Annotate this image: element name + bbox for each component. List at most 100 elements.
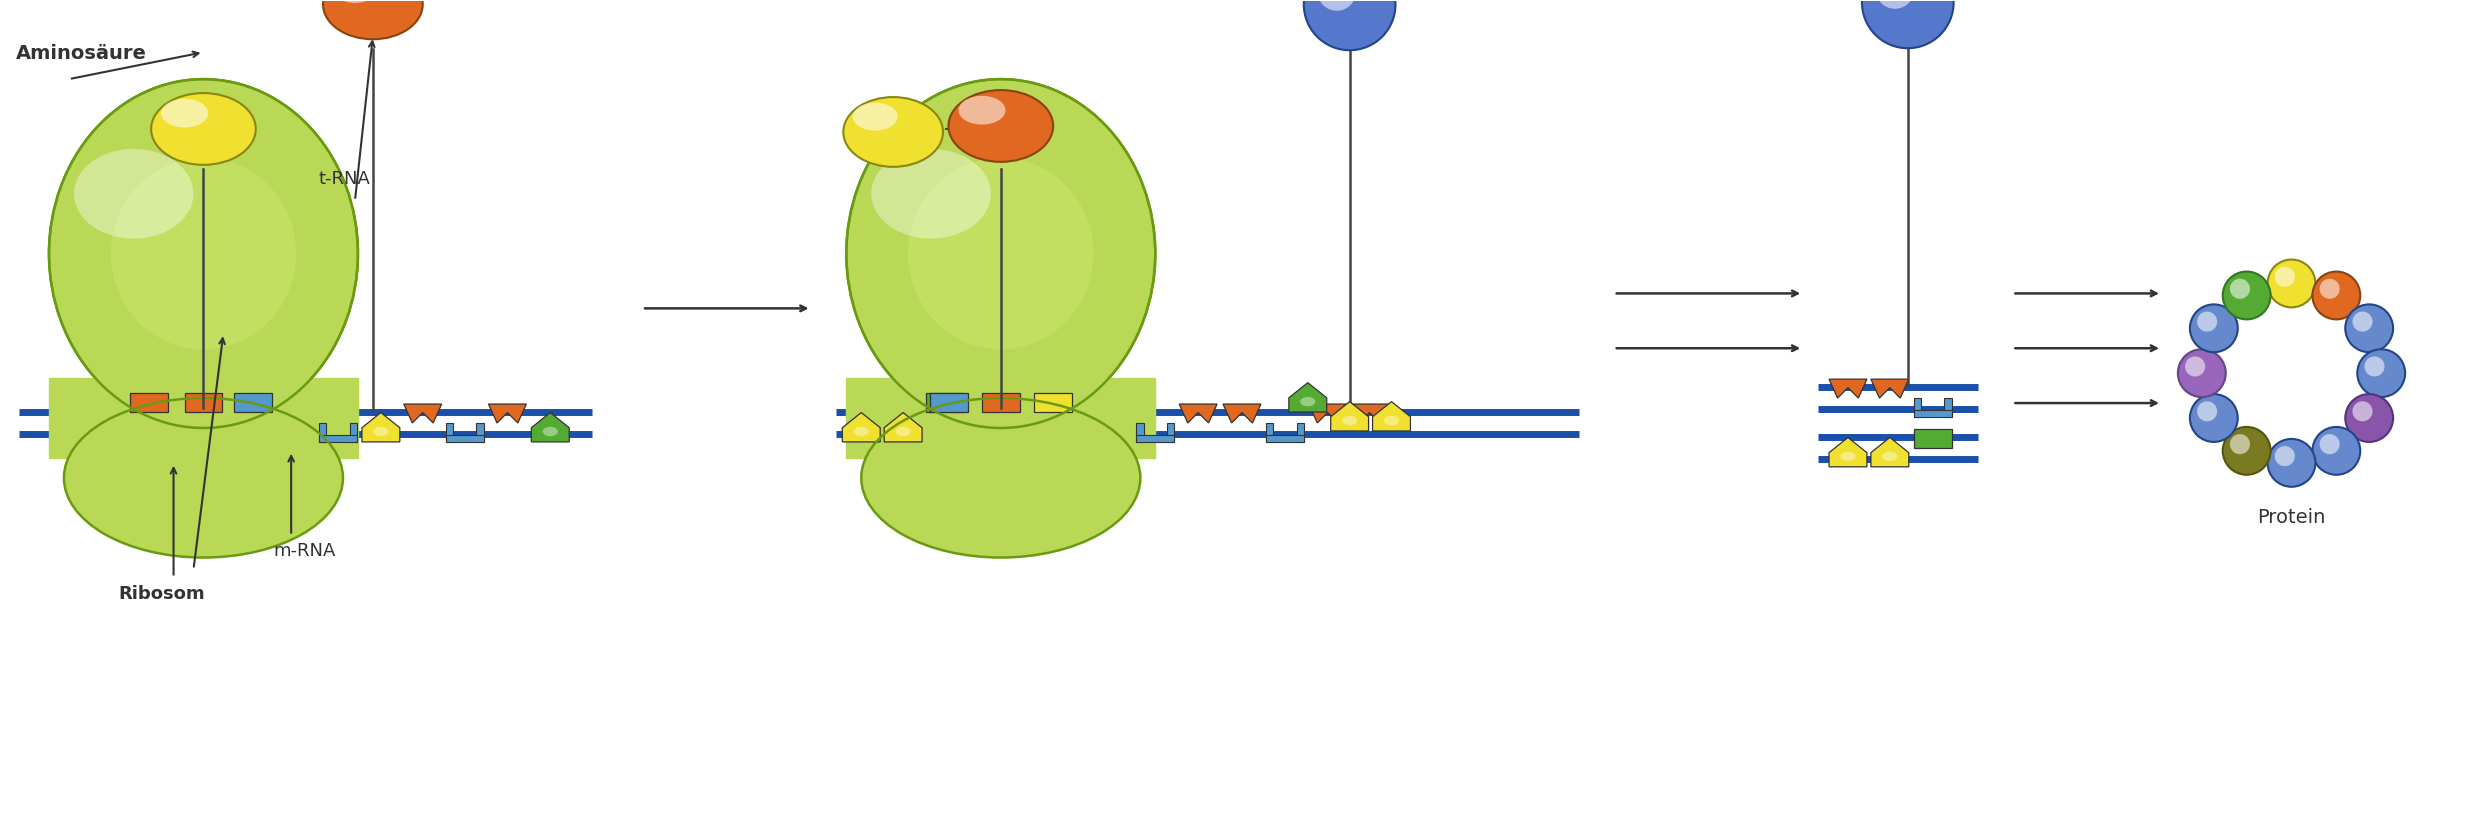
- Ellipse shape: [161, 99, 209, 127]
- Circle shape: [2190, 394, 2237, 442]
- Ellipse shape: [1840, 452, 1855, 461]
- Ellipse shape: [896, 427, 911, 437]
- Polygon shape: [1179, 404, 1217, 423]
- Circle shape: [2274, 266, 2294, 287]
- Bar: [1137, 423, 1145, 442]
- Circle shape: [2230, 279, 2250, 299]
- Text: t-RNA: t-RNA: [318, 170, 370, 188]
- Bar: [184, 393, 223, 412]
- Ellipse shape: [50, 79, 358, 428]
- Circle shape: [2351, 401, 2374, 422]
- Ellipse shape: [65, 398, 343, 557]
- Bar: [233, 393, 273, 412]
- Ellipse shape: [909, 158, 1093, 349]
- Bar: [444, 435, 484, 442]
- Bar: [926, 393, 963, 412]
- Ellipse shape: [872, 149, 991, 239]
- Ellipse shape: [852, 102, 899, 131]
- Bar: [1914, 429, 1952, 447]
- Bar: [1167, 423, 1174, 442]
- Circle shape: [2197, 401, 2217, 422]
- Ellipse shape: [112, 158, 295, 349]
- Polygon shape: [1224, 404, 1261, 423]
- Bar: [1914, 410, 1952, 417]
- Circle shape: [2364, 356, 2384, 376]
- Circle shape: [2267, 439, 2317, 487]
- Circle shape: [2346, 394, 2394, 442]
- Ellipse shape: [74, 149, 194, 239]
- Ellipse shape: [333, 0, 377, 3]
- Text: Ribosom: Ribosom: [119, 586, 206, 603]
- Circle shape: [2346, 304, 2394, 352]
- Circle shape: [2267, 260, 2317, 308]
- Bar: [981, 393, 1021, 412]
- Circle shape: [1318, 0, 1356, 11]
- Text: m-RNA: m-RNA: [273, 541, 335, 560]
- Ellipse shape: [847, 79, 1155, 428]
- Circle shape: [2197, 312, 2217, 332]
- Circle shape: [2319, 434, 2339, 454]
- Ellipse shape: [862, 398, 1140, 557]
- Polygon shape: [1830, 379, 1867, 398]
- Bar: [1944, 398, 1952, 417]
- Bar: [50, 378, 358, 458]
- Circle shape: [2190, 304, 2237, 352]
- Polygon shape: [1351, 404, 1388, 423]
- Circle shape: [2222, 427, 2269, 475]
- Ellipse shape: [1343, 416, 1358, 425]
- Bar: [1266, 423, 1274, 442]
- Polygon shape: [842, 412, 879, 442]
- Polygon shape: [1870, 379, 1909, 398]
- Ellipse shape: [1301, 397, 1316, 406]
- Text: Protein: Protein: [2257, 508, 2327, 527]
- Polygon shape: [1309, 404, 1346, 423]
- Circle shape: [1304, 0, 1395, 50]
- Ellipse shape: [854, 427, 869, 437]
- Polygon shape: [884, 412, 921, 442]
- Circle shape: [2351, 312, 2374, 332]
- Ellipse shape: [151, 93, 256, 165]
- Circle shape: [1862, 0, 1954, 49]
- Circle shape: [2222, 272, 2269, 319]
- Polygon shape: [489, 404, 526, 423]
- Polygon shape: [531, 412, 569, 442]
- Polygon shape: [405, 404, 442, 423]
- Circle shape: [2356, 349, 2406, 397]
- Bar: [931, 393, 968, 412]
- Bar: [129, 393, 166, 412]
- Text: Aminosäure: Aminosäure: [15, 44, 146, 63]
- Polygon shape: [1870, 437, 1909, 467]
- Ellipse shape: [1882, 452, 1897, 461]
- Bar: [847, 378, 1155, 458]
- Ellipse shape: [958, 96, 1006, 125]
- Circle shape: [2312, 272, 2361, 319]
- Bar: [1137, 435, 1174, 442]
- Bar: [1266, 435, 1304, 442]
- Polygon shape: [363, 412, 400, 442]
- Ellipse shape: [844, 97, 944, 167]
- Bar: [1296, 423, 1304, 442]
- Ellipse shape: [372, 427, 387, 437]
- Circle shape: [1875, 0, 1914, 9]
- Ellipse shape: [1383, 416, 1398, 425]
- Circle shape: [2274, 446, 2294, 466]
- Circle shape: [2230, 434, 2250, 454]
- Polygon shape: [1289, 383, 1326, 412]
- Bar: [444, 423, 452, 442]
- Polygon shape: [1373, 401, 1410, 431]
- Ellipse shape: [323, 0, 422, 39]
- Ellipse shape: [949, 91, 1053, 162]
- Bar: [350, 423, 358, 442]
- Ellipse shape: [544, 427, 559, 437]
- Bar: [1033, 393, 1073, 412]
- Circle shape: [2185, 356, 2205, 376]
- Circle shape: [2319, 279, 2339, 299]
- Bar: [477, 423, 484, 442]
- Circle shape: [2312, 427, 2361, 475]
- Circle shape: [2178, 349, 2225, 397]
- Polygon shape: [1331, 401, 1368, 431]
- Bar: [320, 435, 358, 442]
- Polygon shape: [1830, 437, 1867, 467]
- Bar: [1914, 398, 1922, 417]
- Bar: [320, 423, 325, 442]
